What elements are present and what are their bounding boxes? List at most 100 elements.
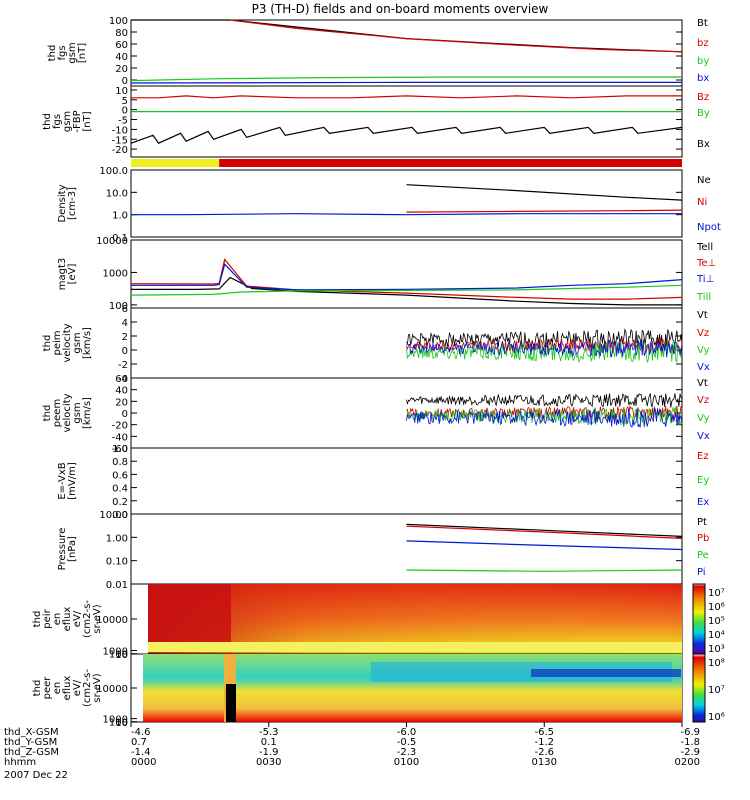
x-row-value: 0130 <box>532 757 557 768</box>
legend-Bt: Bt <box>697 18 708 29</box>
y-tick-label: 60 <box>115 374 128 385</box>
y-axis-label: eflux <box>62 607 73 632</box>
y-axis-label: eV/ <box>72 610 83 627</box>
y-axis-label: Pressure <box>57 528 68 571</box>
y-axis-label: magt3 <box>57 258 68 291</box>
y-axis-label: velocity <box>62 393 73 432</box>
legend-Vy: Vy <box>697 413 710 424</box>
y-tick-label: 6 <box>122 304 128 315</box>
legend-Vt: Vt <box>697 378 708 389</box>
legend-Ti⊥: Ti⊥ <box>696 274 714 285</box>
legend-Ne: Ne <box>697 175 711 186</box>
colorbar <box>692 583 706 655</box>
y-tick-label: 40 <box>115 386 128 397</box>
y-axis-label: [eV] <box>67 264 78 285</box>
legend-Vx: Vx <box>697 362 710 373</box>
y-tick-label: 100 <box>109 650 128 661</box>
y-axis-label: sr-eV) <box>92 673 103 702</box>
legend-bx: bx <box>697 73 709 84</box>
legend-Bz: Bz <box>697 92 709 103</box>
series-line-Ti⊥ <box>131 263 683 291</box>
y-tick-label: 0.10 <box>106 557 128 568</box>
spectrogram-band <box>148 642 682 652</box>
series-line-Pi <box>406 540 683 551</box>
x-row-name: thd_Y-GSM <box>4 737 57 748</box>
y-axis-label: fgs <box>57 45 68 60</box>
series-line-Till <box>130 284 683 296</box>
series-line-by <box>130 76 682 82</box>
y-tick-label: -40 <box>112 432 128 443</box>
y-tick-label: -15 <box>112 135 128 146</box>
x-row-value: -2.3 <box>397 747 417 758</box>
y-axis-label: gsm <box>62 111 73 132</box>
legend-Ey: Ey <box>697 475 709 486</box>
panel-frame <box>130 307 683 379</box>
y-axis-label: [cm-3] <box>67 187 78 220</box>
y-axis-label: fgs <box>52 114 63 129</box>
y-tick-label: -4 <box>118 374 128 385</box>
panel-pressure: 10.00 1.00 0.10 0.01 Pressure [nPa] Pt Pb Pe Pi <box>57 510 709 591</box>
y-tick-label: 0.0 <box>112 510 128 521</box>
y-tick-label: 80 <box>115 28 128 39</box>
y-axis-label: [mV/m] <box>67 462 78 500</box>
y-tick-label: 1.00 <box>106 533 128 544</box>
legend-by: by <box>697 56 709 67</box>
panel-mode_bar <box>131 159 682 167</box>
colorbar-label: 10⁷ <box>708 588 725 599</box>
series-line-Bz <box>131 95 682 99</box>
x-row-value: -1.9 <box>259 747 279 758</box>
y-axis-label: eV/ <box>72 679 83 696</box>
y-tick-label: 2 <box>122 332 128 343</box>
legend-bz: bz <box>697 38 709 49</box>
y-tick-label: 10000 <box>96 615 128 626</box>
legend-Te⊥: Te⊥ <box>696 258 716 269</box>
x-row-value: 0000 <box>131 757 156 768</box>
y-axis-label: gsm <box>72 332 83 353</box>
y-axis-label: [km/s] <box>82 327 93 359</box>
y-tick-label: 0 <box>122 346 128 357</box>
date-label: 2007 Dec 22 <box>4 770 68 781</box>
y-axis-label: thd <box>32 680 43 697</box>
y-tick-label: 1000 <box>103 715 128 726</box>
y-tick-label: 40 <box>115 52 128 63</box>
y-tick-label: 1000 <box>103 268 128 279</box>
y-axis-label: thd <box>32 611 43 628</box>
y-tick-label: 0 <box>122 409 128 420</box>
spectrogram-gap <box>226 684 236 722</box>
legend-By: By <box>697 108 710 119</box>
legend-Till: Till <box>696 292 711 303</box>
panel-frame <box>130 19 683 87</box>
y-axis-label: thd <box>42 335 53 352</box>
y-axis-label: [nPa] <box>67 536 78 562</box>
y-axis-label: (cm2-s- <box>82 600 93 638</box>
y-tick-label: 100 <box>109 301 128 312</box>
y-tick-label: -20 <box>112 421 128 432</box>
y-axis-label: peim <box>52 330 63 355</box>
panel-frame <box>130 169 683 238</box>
series-line-Vt <box>406 393 683 408</box>
x-row-value: -1.2 <box>534 737 554 748</box>
y-tick-label: 10.00 <box>99 510 128 521</box>
x-row-value: 0.7 <box>131 737 147 748</box>
y-tick-label: 0 <box>122 106 128 117</box>
y-tick-label: 1.0 <box>112 211 128 222</box>
colorbar-label: 10⁵ <box>708 616 725 627</box>
y-tick-label: 10000 <box>96 236 128 247</box>
x-row-value: 0030 <box>256 757 281 768</box>
panel-density: 100.0 10.0 1.0 0.1 Density [cm-3] Ne Ni Npot <box>57 166 721 244</box>
y-tick-label: 0.4 <box>112 484 128 495</box>
y-axis-label: [nT] <box>77 43 88 63</box>
x-row-value: 0100 <box>394 757 419 768</box>
y-tick-label: 1.0 <box>112 444 128 455</box>
legend-Vz: Vz <box>697 328 709 339</box>
legend-Pe: Pe <box>697 550 709 561</box>
y-axis-label: peer <box>42 676 53 700</box>
y-tick-label: 100 <box>109 16 128 27</box>
x-row-name: thd_X-GSM <box>4 727 59 738</box>
series-line-Pe <box>406 569 683 572</box>
y-axis-label: velocity <box>62 323 73 362</box>
x-row-value: -1.4 <box>131 747 151 758</box>
